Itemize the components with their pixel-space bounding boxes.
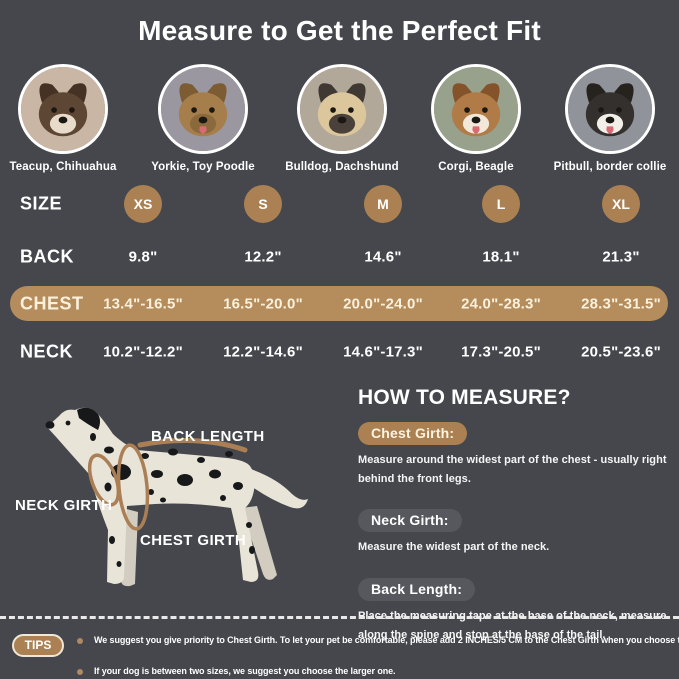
neck-girth-label: NECK GIRTH [15,497,113,514]
tip-text: If your dog is between two sizes, we sug… [94,666,396,676]
neck-value: 14.6"-17.3" [343,343,423,361]
dog-photo [18,64,108,154]
chest-value: 24.0"-28.3" [461,295,541,313]
tip-bullet-icon [77,638,83,644]
dog-breed-label: Yorkie, Toy Poodle [151,161,255,173]
measure-instruction: Neck Girth: Measure the widest part of th… [358,509,672,557]
back-length-tape [137,438,248,453]
size-badge-xs: XS [124,185,162,223]
border-collie-photo [568,67,652,151]
row-label-back: BACK [20,246,74,267]
chest-girth-label: CHEST GIRTH [140,532,247,549]
chest-value: 20.0"-24.0" [343,295,423,313]
chest-girth-tape [116,443,150,531]
dog-measurement-illustration [45,407,308,587]
dog-breed-card: Bulldog, Dachshund [276,64,408,173]
dashed-separator [0,616,679,619]
table-row-size: SIZE XS S M L XL [0,185,679,223]
dalmatian-spots [90,433,255,567]
measure-instruction: Chest Girth: Measure around the widest pa… [358,422,672,488]
table-row-back: BACK 9.8" 12.2" 14.6" 18.1" 21.3" [0,239,679,275]
dog-photo [565,64,655,154]
dog-breed-label: Teacup, Chihuahua [9,161,117,173]
back-value: 9.8" [128,248,158,266]
chihuahua-photo [21,67,105,151]
dog-nose [45,421,55,429]
back-value: 18.1" [482,248,520,266]
dog-breed-card: Pitbull, border collie [544,64,676,173]
dog-breed-label: Bulldog, Dachshund [285,161,399,173]
dog-breed-card: Corgi, Beagle [410,64,542,173]
neck-girth-tape [87,453,121,507]
dog-tail [248,468,308,509]
how-to-measure-heading: HOW TO MEASURE? [358,386,571,409]
dog-ear [77,407,100,430]
tip-bullet-icon [77,669,83,675]
table-row-chest: CHEST 13.4"-16.5" 16.5"-20.0" 20.0"-24.0" 24… [0,286,679,322]
neck-value: 12.2"-14.6" [223,343,303,361]
page-title: Measure to Get the Perfect Fit [138,15,541,46]
back-value: 14.6" [364,248,402,266]
table-row-neck: NECK 10.2"-12.2" 12.2"-14.6" 14.6"-17.3" 17.… [0,334,679,370]
tip-text: We suggest you give priority to Chest Gi… [94,635,679,645]
dog-photo [431,64,521,154]
chest-value: 28.3"-31.5" [581,295,661,313]
chest-value: 13.4"-16.5" [103,295,183,313]
back-value: 21.3" [602,248,640,266]
row-label-size: SIZE [20,193,63,214]
neck-value: 10.2"-12.2" [103,343,183,361]
yorkie-photo [161,67,245,151]
pug-photo [300,67,384,151]
measure-instruction-text: Measure the widest part of the neck. [358,541,550,554]
dog-breed-card: Teacup, Chihuahua [0,64,129,173]
beagle-photo [434,67,518,151]
dog-photo [297,64,387,154]
how-to-measure-section: HOW TO MEASURE? Chest Girth: Measure arou… [358,386,672,644]
dog-photo [158,64,248,154]
measure-instruction-badge: Chest Girth: [358,422,468,445]
row-label-chest: CHEST [20,293,84,314]
size-badge-s: S [244,185,282,223]
dog-breed-label: Pitbull, border collie [553,161,667,173]
back-value: 12.2" [244,248,282,266]
row-label-neck: NECK [20,341,74,362]
dog-eye [65,420,71,426]
dog-breed-label: Corgi, Beagle [438,161,514,173]
how-to-measure-items: Chest Girth: Measure around the widest pa… [358,422,672,644]
measure-instruction-badge: Neck Girth: [358,509,462,533]
size-badge-xl: XL [602,185,640,223]
measure-instruction-text: Measure around the widest part of the ch… [358,454,667,485]
measure-instruction-badge: Back Length: [358,578,476,602]
dog-breed-card: Yorkie, Toy Poodle [137,64,269,173]
chest-value: 16.5"-20.0" [223,295,303,313]
neck-value: 20.5"-23.6" [581,343,661,361]
size-badge-l: L [482,185,520,223]
neck-value: 17.3"-20.5" [461,343,541,361]
tips-badge: TIPS [12,634,64,657]
size-badge-m: M [364,185,402,223]
dog-body [47,407,259,584]
tips-section: TIPS We suggest you give priority to Che… [12,634,679,678]
chest-row-highlight [10,286,668,321]
back-length-label: BACK LENGTH [151,428,265,445]
